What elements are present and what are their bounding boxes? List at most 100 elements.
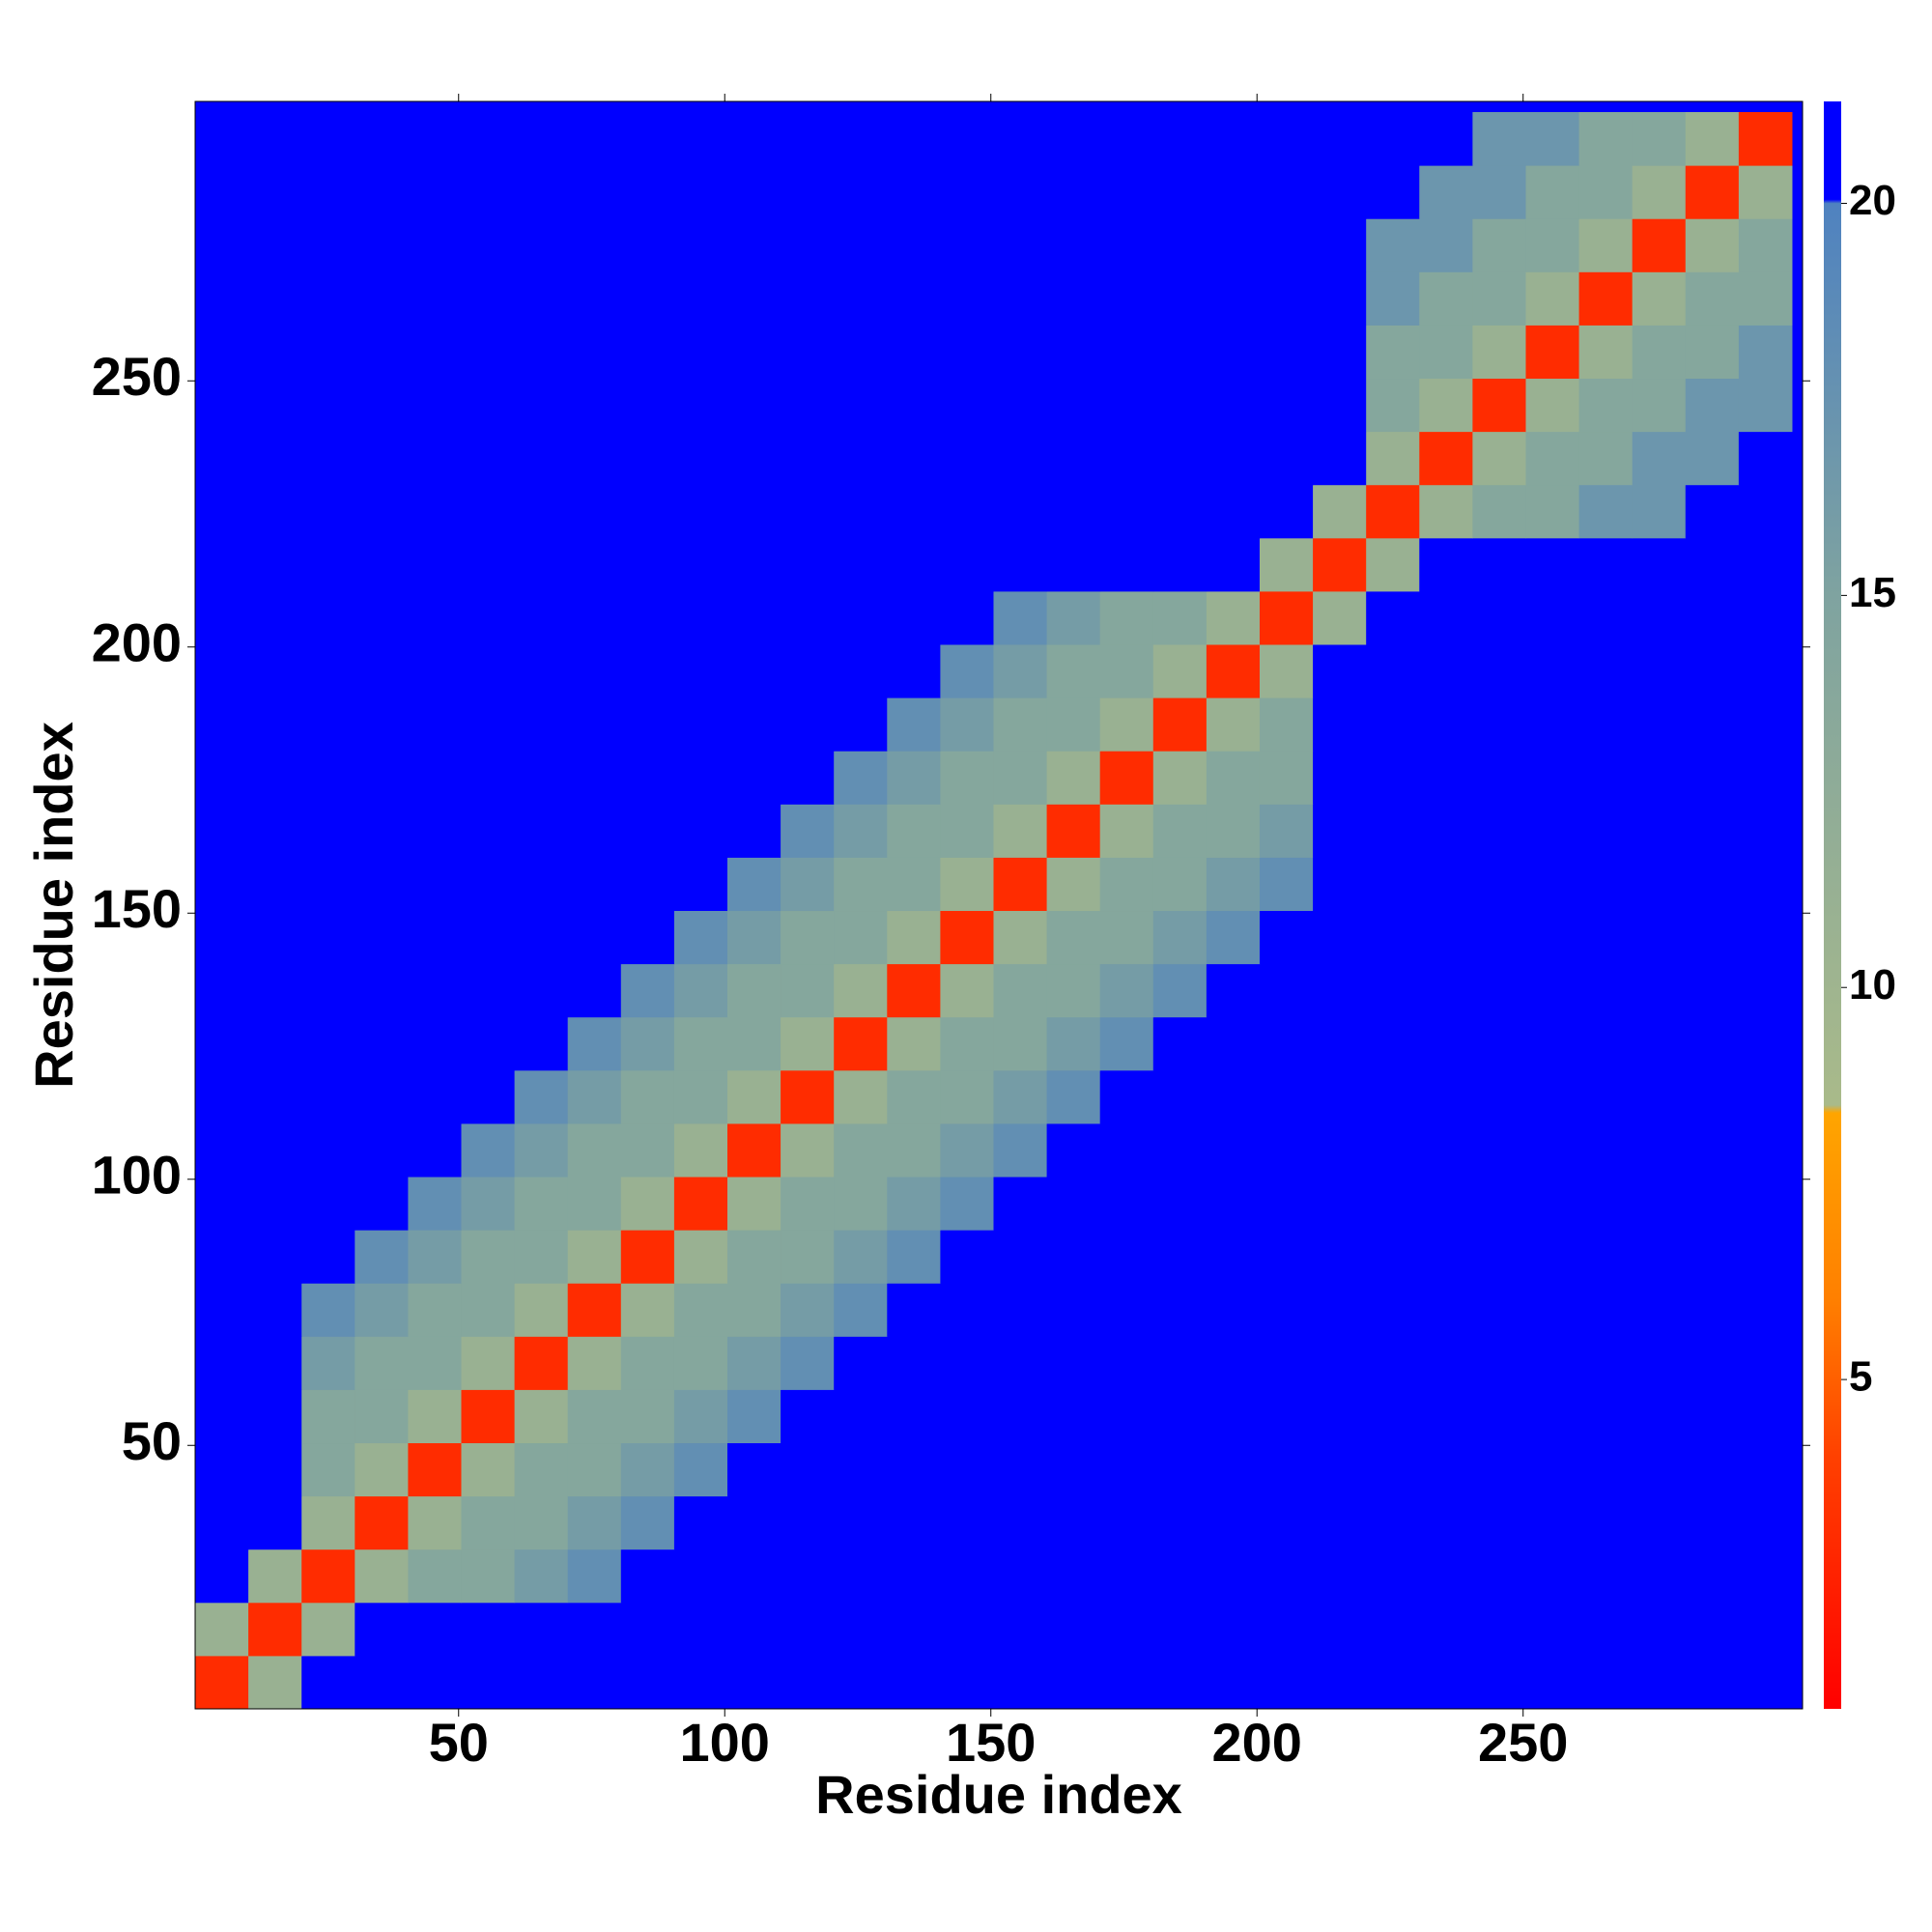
heatmap-cell	[1152, 804, 1208, 858]
heatmap-cell	[1738, 644, 1793, 698]
heatmap-cell	[1259, 271, 1314, 326]
heatmap-cell	[1313, 1069, 1367, 1124]
heatmap-cell	[195, 1069, 249, 1124]
heatmap-cell	[567, 378, 622, 433]
heatmap-cell	[301, 325, 355, 380]
heatmap-cell	[1738, 910, 1793, 965]
heatmap-cell	[940, 1016, 994, 1071]
heatmap-cell	[1259, 431, 1314, 486]
heatmap-cell	[248, 644, 302, 698]
heatmap-cell	[1259, 1230, 1314, 1284]
colorbar	[1824, 101, 1841, 1709]
heatmap-cell	[781, 963, 835, 1018]
heatmap-cell	[301, 751, 355, 805]
heatmap-cell	[1152, 484, 1208, 539]
heatmap-cell	[834, 1602, 888, 1657]
heatmap-cell	[673, 751, 728, 805]
heatmap-cell	[1632, 1177, 1687, 1231]
heatmap-cell	[1206, 484, 1261, 539]
heatmap-cell	[726, 218, 781, 272]
heatmap-cell	[1632, 1602, 1687, 1657]
heatmap-cell	[514, 804, 569, 858]
heatmap-cell	[781, 590, 835, 645]
heatmap-cell	[781, 431, 835, 486]
heatmap-cell	[1419, 1389, 1473, 1444]
heatmap-cell	[1259, 697, 1314, 752]
heatmap-cell	[567, 1230, 622, 1284]
colorbar-tick-label: 20	[1849, 177, 1896, 224]
heatmap-cell	[461, 1230, 516, 1284]
heatmap-cell	[301, 1230, 355, 1284]
heatmap-cell	[1525, 857, 1580, 912]
heatmap-cell	[1472, 112, 1526, 166]
heatmap-cell	[567, 644, 622, 698]
heatmap-cell	[887, 1016, 941, 1071]
heatmap-cell	[1099, 271, 1154, 326]
heatmap-cell	[726, 325, 781, 380]
heatmap-cell	[514, 1230, 569, 1284]
y-tick-label: 250	[92, 346, 182, 407]
heatmap-cell	[781, 751, 835, 805]
heatmap-cell	[726, 910, 781, 965]
y-tick-label: 150	[92, 878, 182, 939]
heatmap-cell	[993, 644, 1048, 698]
heatmap-cell	[1206, 910, 1261, 965]
heatmap-cell	[993, 1016, 1048, 1071]
heatmap-cell	[940, 112, 994, 166]
heatmap-cell	[887, 751, 941, 805]
heatmap-cell	[620, 112, 675, 166]
heatmap-cell	[461, 484, 516, 539]
heatmap-cell	[887, 644, 941, 698]
heatmap-cell	[726, 1548, 781, 1604]
heatmap-cell	[1206, 644, 1261, 698]
heatmap-cell	[1046, 271, 1101, 326]
heatmap-cell	[1525, 1336, 1580, 1390]
heatmap-cell	[887, 1548, 941, 1604]
heatmap-cell	[301, 1283, 355, 1337]
heatmap-cell	[1046, 857, 1101, 912]
heatmap-cell	[514, 963, 569, 1018]
heatmap-cell	[1313, 218, 1367, 272]
heatmap-cell	[1472, 1016, 1526, 1071]
heatmap-cell	[567, 165, 622, 219]
x-tick-label: 150	[946, 1712, 1036, 1773]
heatmap-cell	[673, 644, 728, 698]
heatmap-cell	[726, 271, 781, 326]
heatmap-cell	[1685, 165, 1740, 219]
plot-frame	[194, 100, 1804, 1710]
heatmap-cell	[1366, 804, 1420, 858]
heatmap-cell	[301, 112, 355, 166]
heatmap-cell	[1046, 1016, 1101, 1071]
x-tick-label: 50	[429, 1712, 489, 1773]
heatmap-cell	[1152, 325, 1208, 380]
heatmap-cell	[1046, 1602, 1101, 1657]
heatmap-cell	[514, 1389, 569, 1444]
heatmap-cell	[726, 963, 781, 1018]
heatmap-cell	[834, 1655, 888, 1710]
heatmap-cell	[1525, 751, 1580, 805]
heatmap-cell	[1152, 1122, 1208, 1178]
heatmap-cell	[887, 857, 941, 912]
heatmap-cell	[195, 271, 249, 326]
heatmap-cell	[887, 910, 941, 965]
heatmap-cell	[248, 112, 302, 166]
heatmap-cell	[1525, 378, 1580, 433]
heatmap-cell	[1366, 271, 1420, 326]
heatmap-cell	[993, 537, 1048, 592]
heatmap-cell	[514, 1495, 569, 1550]
heatmap-cell	[726, 1016, 781, 1071]
heatmap-cell	[301, 1548, 355, 1604]
heatmap-cell	[1472, 697, 1526, 752]
heatmap-cell	[1525, 910, 1580, 965]
heatmap-cell	[408, 271, 462, 326]
heatmap-cell	[301, 1069, 355, 1124]
heatmap-cell	[940, 431, 994, 486]
heatmap-cell	[1525, 963, 1580, 1018]
heatmap-cell	[1472, 1442, 1526, 1497]
heatmap-cell	[567, 218, 622, 272]
heatmap-cell	[195, 1230, 249, 1284]
heatmap-cell	[834, 1177, 888, 1231]
heatmap-cell	[940, 1655, 994, 1710]
heatmap-cell	[887, 1177, 941, 1231]
heatmap-cell	[195, 697, 249, 752]
